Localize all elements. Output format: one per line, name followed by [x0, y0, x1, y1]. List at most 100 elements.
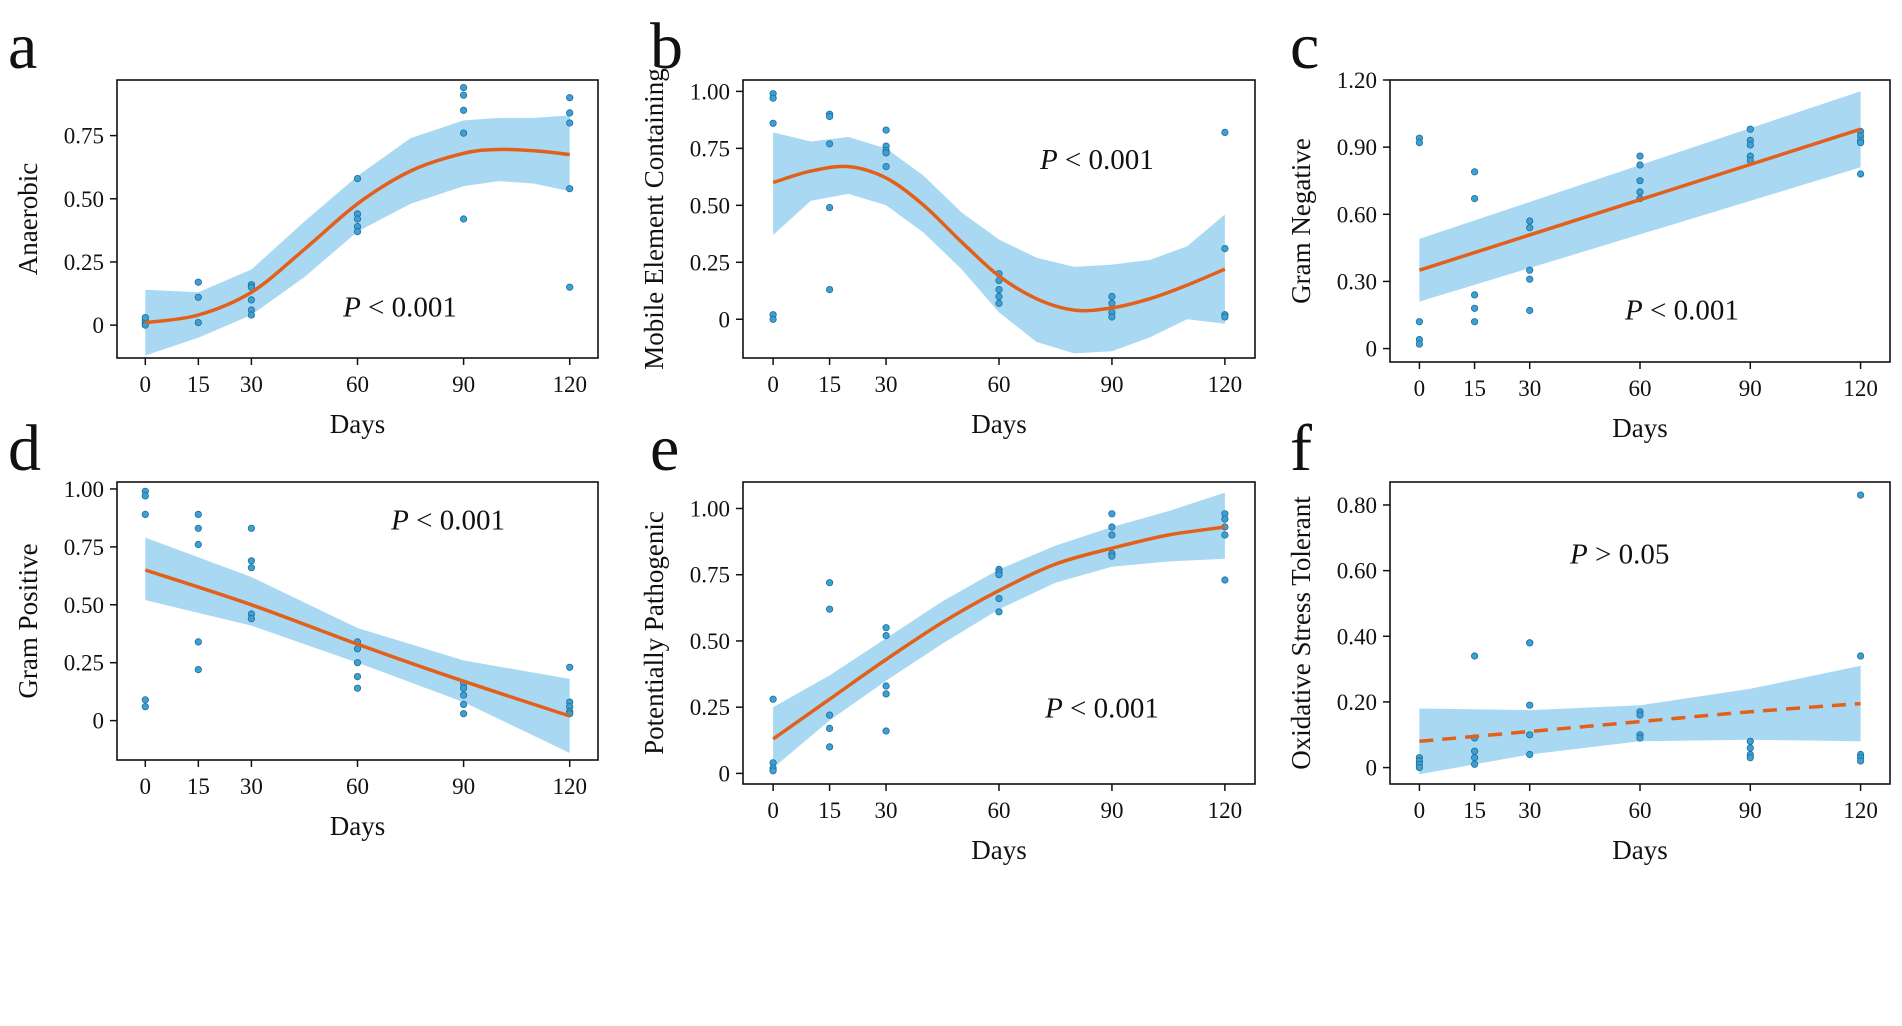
x-tick-label: 120 — [552, 774, 587, 799]
panel-letter: e — [650, 412, 679, 485]
data-point — [1108, 523, 1116, 531]
y-tick-label: 1.20 — [1337, 68, 1377, 93]
data-point — [353, 659, 362, 667]
panel-a: a 0 15 30 60 90 120 0 0.25 0.50 0.75 Days Anaerobic P… — [8, 10, 599, 439]
data-point — [247, 615, 255, 623]
x-tick-label: 60 — [1629, 798, 1652, 823]
data-point — [1471, 168, 1479, 176]
x-tick-label: 30 — [240, 774, 263, 799]
data-point — [1471, 291, 1479, 299]
y-tick-label: 0.25 — [64, 250, 104, 275]
data-point — [995, 299, 1003, 307]
x-tick-label: 60 — [346, 372, 369, 397]
data-point — [1108, 531, 1116, 539]
data-point — [769, 767, 777, 775]
data-point — [769, 315, 777, 323]
data-point — [566, 283, 574, 291]
data-point — [825, 140, 834, 148]
data-point — [825, 605, 834, 613]
y-tick-label: 1.00 — [690, 496, 730, 521]
data-point — [247, 311, 255, 319]
data-point — [769, 119, 777, 127]
x-tick-label: 90 — [452, 372, 475, 397]
data-point — [995, 292, 1003, 301]
panel-letter: f — [1290, 412, 1312, 485]
panel-f: f 0 15 30 60 90 120 0 0.20 0.40 0.60 0.80 Days Oxidat… — [1286, 412, 1891, 865]
data-point — [1108, 510, 1116, 518]
p-value-text: < 0.001 — [409, 504, 505, 536]
y-tick-label: 0 — [1366, 337, 1378, 362]
data-point — [1526, 266, 1534, 274]
fit-line — [1419, 701, 1861, 744]
x-tick-label: 90 — [1100, 798, 1123, 823]
y-tick-label: 0.75 — [690, 563, 730, 588]
p-value-text: < 0.001 — [361, 291, 457, 323]
x-tick-label: 0 — [140, 372, 152, 397]
p-value-annotation: P > 0.05 — [1569, 539, 1669, 571]
data-point — [1857, 170, 1865, 178]
x-tick-label: 90 — [1100, 372, 1123, 397]
data-point — [566, 109, 574, 117]
p-symbol: P — [1039, 144, 1058, 176]
data-point — [1526, 701, 1534, 709]
data-point — [882, 149, 890, 157]
x-tick-label: 90 — [1739, 798, 1762, 823]
data-point — [566, 119, 574, 127]
data-point — [1746, 125, 1754, 133]
y-tick-label: 0.75 — [64, 124, 104, 149]
data-point — [1636, 152, 1644, 160]
data-point — [1471, 652, 1479, 660]
data-point — [882, 727, 890, 735]
y-axis-label: Gram Positive — [13, 543, 43, 698]
data-point — [459, 710, 468, 718]
x-tick-label: 0 — [767, 798, 779, 823]
x-tick-label: 60 — [346, 774, 369, 799]
panel-letter: b — [650, 10, 683, 83]
data-point — [882, 126, 890, 134]
data-point — [1526, 217, 1534, 225]
y-axis-label: Oxidative Stress Tolerant — [1286, 496, 1316, 770]
panel-letter: c — [1290, 10, 1319, 83]
data-point — [1221, 128, 1229, 136]
x-tick-label: 60 — [988, 798, 1011, 823]
p-symbol: P — [1044, 693, 1063, 725]
y-axis-label: Anaerobic — [13, 163, 43, 275]
data-point — [1746, 754, 1754, 762]
p-value-annotation: P < 0.001 — [1039, 144, 1154, 176]
data-point — [566, 94, 574, 102]
y-tick-label: 0.25 — [690, 250, 730, 275]
data-point — [1415, 340, 1424, 348]
y-tick-label: 0.60 — [1337, 559, 1377, 584]
y-tick-label: 0.50 — [64, 187, 104, 212]
y-tick-label: 0.50 — [690, 629, 730, 654]
data-point — [141, 703, 149, 711]
y-tick-label: 0 — [719, 761, 731, 786]
data-point — [459, 84, 468, 92]
panel-b: b 0 15 30 60 90 120 0 0.25 0.50 0.75 1.00 Days Mobile… — [639, 10, 1256, 439]
x-tick-label: 0 — [140, 774, 152, 799]
data-point — [882, 163, 890, 171]
data-point — [1636, 161, 1644, 169]
p-symbol: P — [1569, 539, 1588, 571]
p-value-annotation: P < 0.001 — [1044, 693, 1159, 725]
y-tick-label: 1.00 — [690, 79, 730, 104]
x-axis-label: Days — [330, 811, 386, 841]
x-tick-label: 120 — [1208, 372, 1243, 397]
x-tick-label: 30 — [240, 372, 263, 397]
data-point — [1471, 754, 1479, 762]
data-point — [1471, 747, 1479, 755]
data-point — [141, 313, 149, 322]
data-point — [194, 278, 202, 286]
x-tick-label: 120 — [552, 372, 587, 397]
p-value-annotation: P < 0.001 — [342, 291, 457, 323]
data-point — [995, 285, 1003, 294]
data-point — [825, 724, 834, 733]
data-point — [459, 691, 468, 699]
data-point — [825, 711, 834, 719]
x-tick-label: 15 — [1463, 798, 1486, 823]
p-value-text: < 0.001 — [1063, 693, 1159, 725]
data-point — [1526, 750, 1534, 759]
y-tick-label: 0.25 — [64, 651, 104, 676]
data-point — [1746, 141, 1754, 149]
